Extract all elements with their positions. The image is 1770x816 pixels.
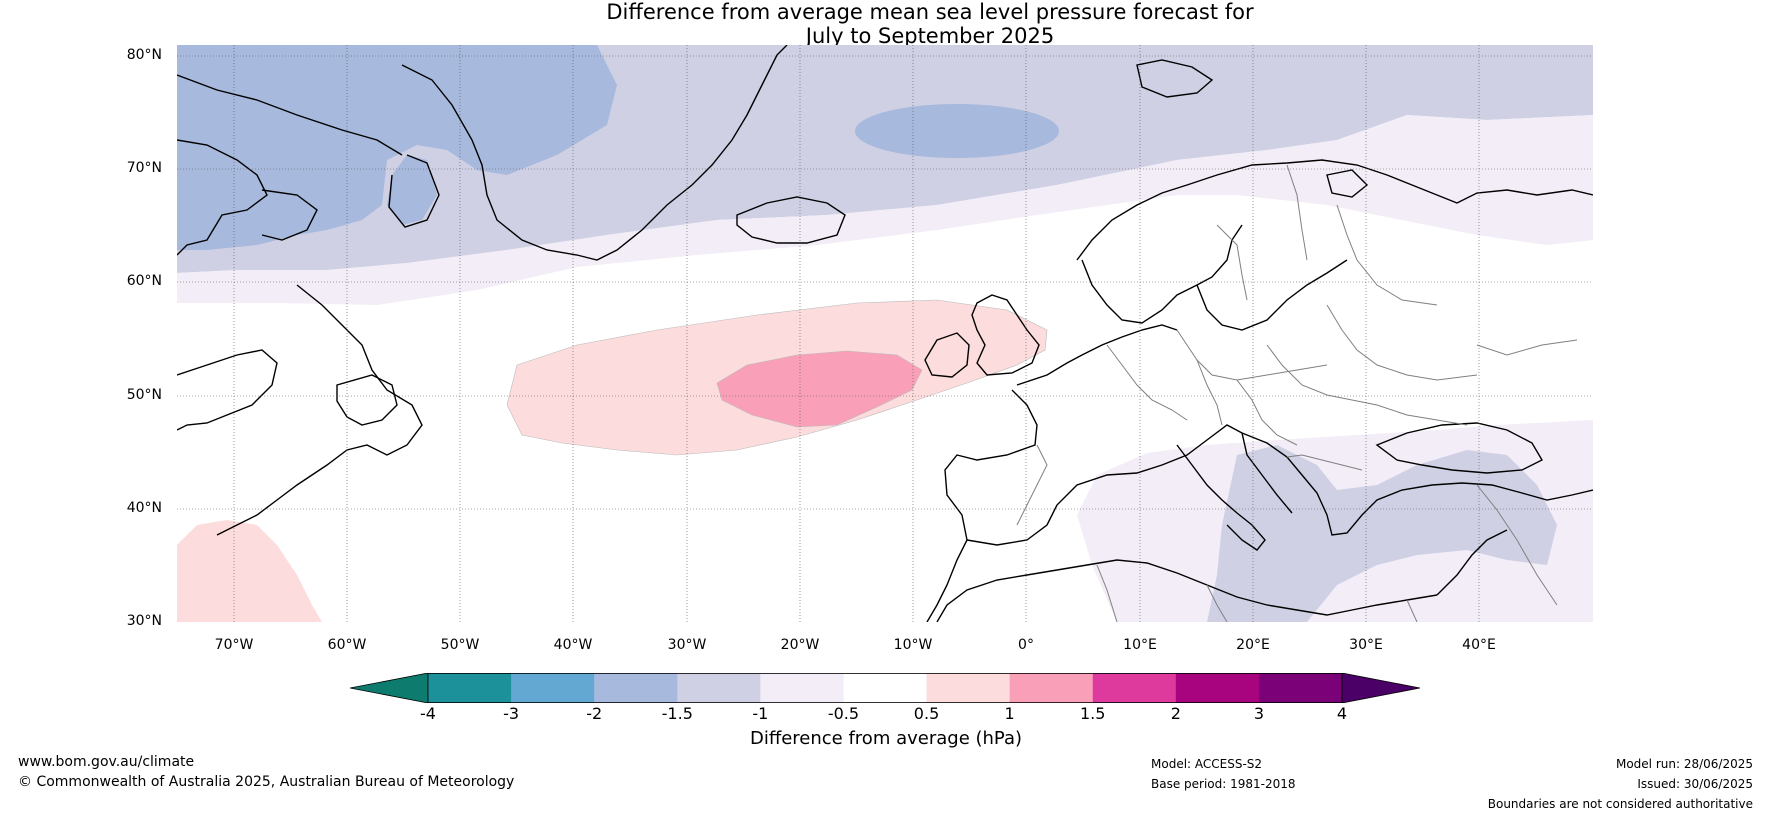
negative-anomaly-greenland xyxy=(177,45,617,250)
colorbar-tick-label: 0.5 xyxy=(913,704,940,723)
colorbar-bin xyxy=(1092,673,1177,703)
footer-issued: Issued: 30/06/2025 xyxy=(1637,777,1753,791)
negative-anomaly-eastern-med xyxy=(1207,445,1557,622)
colorbar-bin xyxy=(926,673,1011,703)
colorbar-tick-label: 4 xyxy=(1336,704,1348,723)
map-title-line1: Difference from average mean sea level p… xyxy=(606,0,1254,24)
footer-website[interactable]: www.bom.gov.au/climate xyxy=(18,754,195,770)
map-title-line2: July to September 2025 xyxy=(805,24,1055,48)
colorbar-bin xyxy=(677,673,761,703)
colorbar-bin xyxy=(1258,673,1343,703)
footer-model-run: Model run: 28/06/2025 xyxy=(1615,757,1753,771)
colorbar-tick-label: 1.5 xyxy=(1079,704,1106,723)
positive-anomaly-atlantic-core xyxy=(716,350,923,428)
colorbar-tick-label: 3 xyxy=(1253,704,1264,723)
negative-anomaly-north-edge xyxy=(177,115,1593,305)
footer-copyright: © Commonwealth of Australia 2025, Austra… xyxy=(18,774,515,790)
negative-anomaly-norwegian-sea xyxy=(855,104,1059,158)
colorbar xyxy=(349,672,1421,704)
country-borders xyxy=(1016,164,1578,622)
colorbar-bin xyxy=(1009,673,1094,703)
colorbar-frame xyxy=(427,673,1343,704)
lon-label-70w: 70°W xyxy=(214,637,254,653)
colorbar-bin xyxy=(428,673,512,703)
colorbar-tick-label: -3 xyxy=(503,704,520,723)
lon-label-10e: 10°E xyxy=(1123,637,1157,653)
lon-label-30w: 30°W xyxy=(667,637,707,653)
colorbar-svg xyxy=(349,672,1421,704)
lat-label-60n: 60°N xyxy=(126,273,162,289)
colorbar-label: Difference from average (hPa) xyxy=(749,728,1023,749)
colorbar-bin xyxy=(843,673,928,703)
footer-base-period: Base period: 1981-2018 xyxy=(1151,777,1296,791)
lat-label-50n: 50°N xyxy=(126,387,162,403)
colorbar-tick-label: -0.5 xyxy=(827,704,860,723)
lon-label-40e: 40°E xyxy=(1462,637,1496,653)
graticule xyxy=(177,45,1593,622)
positive-anomaly-southwest xyxy=(177,520,322,622)
footer-model: Model: ACCESS-S2 xyxy=(1151,757,1263,771)
lon-label-20w: 20°W xyxy=(780,637,820,653)
lon-label-20e: 20°E xyxy=(1236,637,1270,653)
lat-label-30n: 30°N xyxy=(126,613,162,629)
map-panel xyxy=(177,45,1593,622)
colorbar-bin xyxy=(511,673,595,703)
colorbar-bin xyxy=(760,673,844,703)
negative-anomaly-greenland-b xyxy=(387,155,437,225)
lon-label-60w: 60°W xyxy=(327,637,367,653)
colorbar-extend-high xyxy=(1341,672,1421,704)
colorbar-tick-label: -4 xyxy=(420,704,436,723)
lat-label-80n: 80°N xyxy=(126,47,162,63)
lon-label-30e: 30°E xyxy=(1349,637,1383,653)
lat-label-40n: 40°N xyxy=(126,500,162,516)
lon-label-0: 0° xyxy=(1018,637,1034,653)
colorbar-bin xyxy=(1175,673,1260,703)
footer-disclaimer: Boundaries are not considered authoritat… xyxy=(1487,797,1753,811)
colorbar-tick-label: 1 xyxy=(1004,704,1015,723)
lon-label-50w: 50°W xyxy=(440,637,480,653)
map-title: Difference from average mean sea level p… xyxy=(0,0,1770,48)
colorbar-tick-label: -2 xyxy=(586,704,603,723)
colorbar-tick-label: 2 xyxy=(1170,704,1181,723)
colorbar-tick-label: -1 xyxy=(752,704,769,723)
coastlines xyxy=(177,45,1593,622)
lon-label-40w: 40°W xyxy=(553,637,593,653)
map-svg xyxy=(177,45,1593,622)
colorbar-extend-low xyxy=(349,672,429,704)
lat-label-70n: 70°N xyxy=(126,160,162,176)
colorbar-tick-label: -1.5 xyxy=(661,704,693,723)
lon-label-10w: 10°W xyxy=(893,637,933,653)
colorbar-bin xyxy=(594,673,678,703)
